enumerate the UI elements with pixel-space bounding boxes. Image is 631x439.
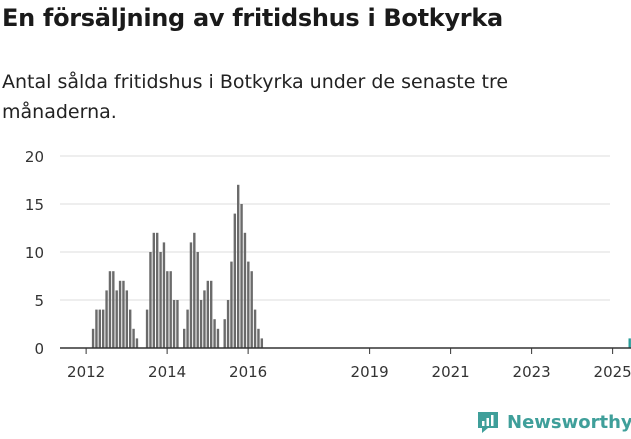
bar [118, 280, 122, 348]
y-tick-label: 5 [34, 292, 44, 310]
y-tick-label: 10 [25, 244, 44, 262]
chart-subtitle: Antal sålda fritidshus i Botkyrka under … [2, 71, 509, 123]
y-tick-label: 15 [25, 196, 44, 214]
x-tick-label: 2014 [148, 363, 186, 381]
brand-name: Newsworthy [507, 411, 631, 433]
x-tick-label: 2023 [513, 363, 551, 381]
bar [132, 328, 135, 348]
bar [176, 300, 179, 348]
bar [203, 290, 206, 348]
bar [166, 271, 169, 348]
bar [98, 309, 102, 348]
bar [193, 232, 196, 348]
bar [196, 252, 199, 348]
bar [152, 232, 156, 348]
x-tick-label: 2021 [432, 363, 470, 381]
bar [210, 280, 213, 348]
bar [135, 338, 139, 348]
bar [186, 309, 189, 348]
bar [129, 309, 132, 348]
x-axis: 2012 2014 2016 2019 2021 2023 2025 [60, 347, 631, 381]
bar [189, 242, 193, 348]
x-tick-label: 2012 [67, 363, 105, 381]
bar [115, 290, 118, 348]
x-tick-label: 2016 [229, 363, 267, 381]
bar [230, 261, 233, 348]
bar [159, 252, 162, 348]
bar [125, 290, 129, 348]
bar [260, 338, 264, 348]
bar [213, 319, 216, 348]
bar-series [91, 184, 631, 348]
bar [240, 204, 243, 348]
bar [206, 280, 210, 348]
bar [223, 319, 226, 348]
bar [199, 300, 203, 348]
newsworthy-logo[interactable]: Newsworthy [475, 406, 631, 438]
bar [105, 290, 108, 348]
x-tick-label: 2019 [351, 363, 389, 381]
newsworthy-icon [478, 412, 498, 433]
gridlines [60, 155, 610, 301]
y-tick-label: 20 [25, 148, 44, 166]
bar [243, 232, 247, 348]
bar [145, 309, 149, 348]
bar [237, 184, 240, 348]
chart-title: En försäljning av fritidshus i Botkyrka [2, 4, 503, 32]
bar [216, 328, 220, 348]
x-tick-label: 2025 [594, 363, 631, 381]
bar [226, 300, 230, 348]
y-tick-label: 0 [34, 340, 44, 358]
bar [628, 338, 631, 348]
bar [169, 271, 172, 348]
bar [257, 328, 260, 348]
bar [108, 271, 112, 348]
bar [122, 280, 125, 348]
bar [156, 232, 159, 348]
bar [112, 271, 115, 348]
bar [247, 261, 250, 348]
bar [91, 328, 95, 348]
bar [172, 300, 176, 348]
bar [253, 309, 257, 348]
bar [95, 309, 98, 348]
bar [250, 271, 253, 348]
bar [233, 213, 237, 348]
bar [162, 242, 166, 348]
bar [149, 252, 152, 348]
bar [102, 309, 105, 348]
y-axis-ticks: 0 5 10 15 20 [25, 148, 44, 358]
bar [183, 328, 186, 348]
